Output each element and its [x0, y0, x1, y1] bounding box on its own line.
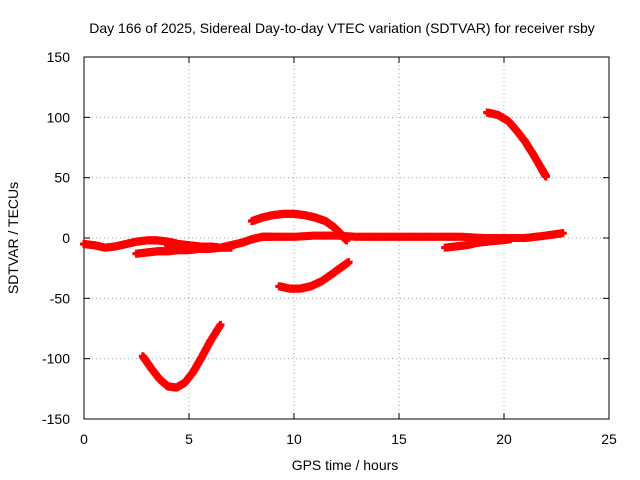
- y-tick-label: 0: [62, 230, 70, 246]
- y-tick-label: -50: [50, 290, 70, 306]
- data-marks: [80, 108, 567, 392]
- data-point-marker: [344, 258, 353, 267]
- x-tick-label: 25: [601, 431, 617, 447]
- y-axis-label: SDTVAR / TECUs: [5, 182, 21, 294]
- data-point-marker: [227, 243, 235, 252]
- x-axis-label: GPS time / hours: [292, 457, 399, 473]
- data-point-marker: [506, 235, 515, 244]
- axis-ticks: 0 5 10 15 20 25 -150 -100 -50 0 50 100 150: [42, 49, 617, 447]
- data-point-marker: [558, 229, 567, 238]
- data-series: [138, 320, 225, 392]
- data-series: [164, 241, 214, 253]
- y-tick-label: 50: [54, 170, 70, 186]
- data-series: [275, 258, 353, 293]
- y-tick-label: -150: [42, 411, 70, 427]
- data-point-marker: [342, 236, 351, 245]
- data-point-marker: [216, 320, 225, 329]
- y-tick-label: 100: [47, 109, 71, 125]
- x-tick-label: 20: [496, 431, 512, 447]
- data-series: [483, 108, 550, 181]
- chart-title: Day 166 of 2025, Sidereal Day-to-day VTE…: [89, 20, 595, 36]
- y-tick-label: 150: [47, 49, 71, 65]
- y-tick-label: -100: [42, 351, 70, 367]
- data-series: [441, 235, 515, 252]
- x-tick-label: 15: [391, 431, 407, 447]
- x-tick-label: 10: [286, 431, 302, 447]
- data-point-marker: [206, 243, 214, 252]
- x-tick-label: 5: [185, 431, 193, 447]
- x-tick-label: 0: [80, 431, 88, 447]
- data-series: [248, 209, 351, 245]
- data-point-marker: [542, 172, 550, 181]
